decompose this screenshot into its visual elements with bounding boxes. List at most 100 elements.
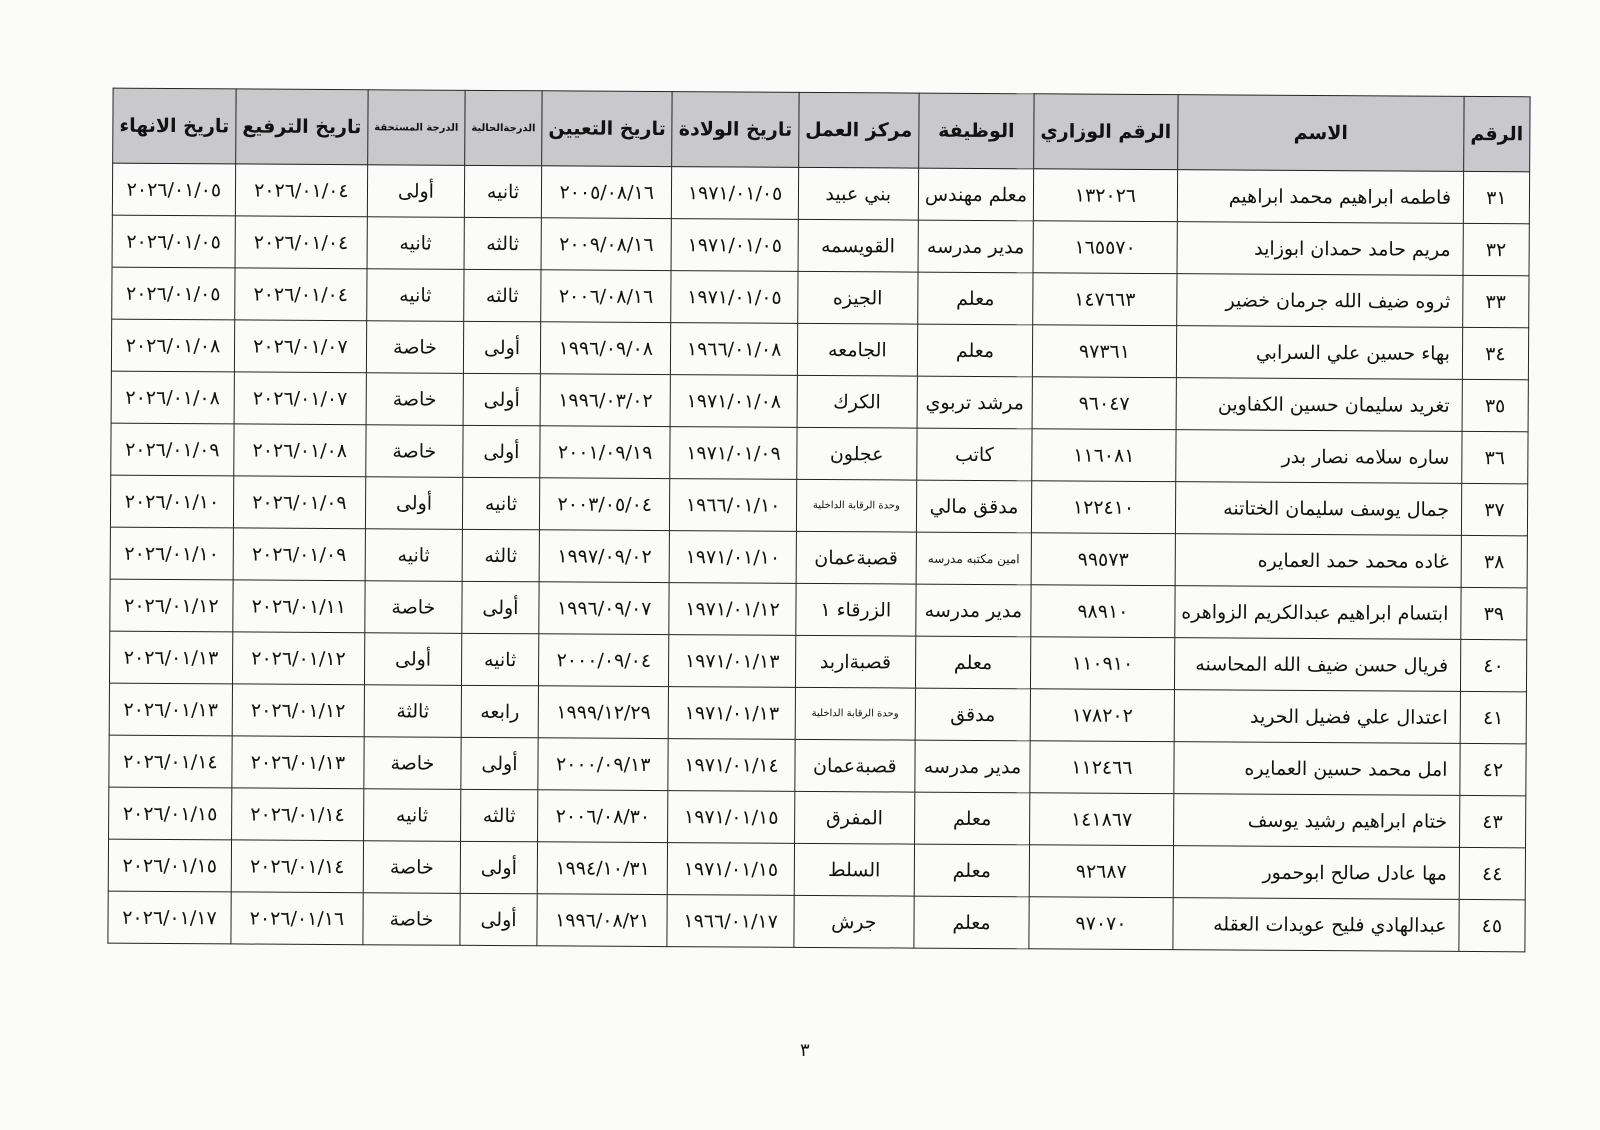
- table-cell: ٢٠٢٦/٠١/١٢: [232, 683, 365, 737]
- table-cell: ١١٠٩١٠: [1030, 636, 1175, 690]
- table-cell: خاصة: [363, 736, 462, 790]
- table-cell: خاصة: [362, 892, 461, 946]
- table-cell: ١٩٧١/٠١/٠٨: [670, 374, 798, 428]
- table-row: ٣٤ بهاء حسين علي السرابي ٩٧٣٦١ معلم الجامعه ١…: [111, 319, 1529, 380]
- table-cell: ١٩٦٦/٠١/٠٨: [670, 322, 798, 376]
- table-cell: ٢٠٢٦/٠١/٠٥: [112, 163, 236, 216]
- table-cell: ٢٠٢٦/٠١/٠٨: [111, 319, 235, 372]
- table-row: ٤١ اعتدال علي فضيل الحريد ١٧٨٢٠٢ مدقق وحدة ا…: [109, 683, 1527, 744]
- table-row: ٤٣ ختام ابراهيم رشيد يوسف ١٤١٨٦٧ معلم المفرق…: [108, 787, 1526, 848]
- column-header: تاريخ الترفيع: [235, 88, 369, 165]
- table-cell: ١٩٧١/٠١/١٠: [669, 530, 797, 584]
- table-cell: ١٩٧١/٠١/١٥: [667, 790, 795, 844]
- column-header: الرقم الوزاري: [1033, 93, 1178, 170]
- table-cell: مريم حامد حمدان ابوزايد: [1176, 221, 1464, 276]
- table-cell: معلم: [913, 896, 1030, 949]
- table-cell: ثالثه: [464, 217, 542, 270]
- table-cell: ٣١: [1463, 171, 1530, 224]
- table-cell: ثالثة: [364, 684, 462, 738]
- table-cell: قصبةاربد: [795, 635, 916, 689]
- table-cell: القويسمه: [797, 219, 919, 273]
- table-cell: ٢٠٢٦/٠١/١١: [232, 579, 366, 633]
- table-cell: ٢٠٢٦/٠١/١٢: [109, 579, 233, 632]
- table-cell: خاصة: [364, 580, 463, 634]
- table-cell: ٢٠٠٠/٠٩/١٣: [537, 737, 669, 791]
- table-cell: جرش: [793, 895, 915, 949]
- table-cell: ٢٠٢٦/٠١/٠٩: [110, 423, 234, 476]
- table-cell: ١٩٦٦/٠١/١٠: [669, 478, 797, 532]
- table-cell: ابتسام ابراهيم عبدالكريم الزواهره: [1174, 585, 1462, 640]
- table-cell: مدير مدرسه: [915, 584, 1032, 637]
- table-cell: ١١٢٤٦٦: [1029, 740, 1174, 794]
- table-cell: ١٩٧١/٠١/١٥: [667, 842, 795, 896]
- table-cell: ختام ابراهيم رشيد يوسف: [1173, 793, 1460, 848]
- table-cell: ٢٠٢٦/٠١/١٤: [108, 735, 233, 788]
- table-cell: أولى: [461, 581, 540, 634]
- table-cell: ثانيه: [365, 528, 463, 582]
- table-cell: ١١٦٠٨١: [1031, 428, 1176, 482]
- table-cell: اعتدال علي فضيل الحريد: [1173, 689, 1461, 744]
- table-cell: ١٩٧١/٠١/١٢: [669, 582, 796, 636]
- table-cell: ١٩٧١/٠١/٠٥: [671, 218, 799, 272]
- table-cell: ٢٠٢٦/٠١/٠٩: [233, 475, 366, 529]
- table-cell: ٢٠٢٦/٠١/١٣: [109, 683, 233, 736]
- table-cell: ٩٨٩١٠: [1030, 584, 1175, 638]
- table-cell: قصبةعمان: [794, 739, 916, 793]
- table-cell: ٢٠٢٦/٠١/١٦: [230, 891, 364, 945]
- table-cell: ثالثه: [460, 789, 538, 842]
- table-cell: الزرقاء ١: [795, 583, 917, 637]
- table-row: ٣١ فاطمه ابراهيم محمد ابراهيم ١٣٢٠٢٦ معلم م…: [112, 163, 1530, 224]
- table-cell: ١٩٩٦/٠٨/٢١: [536, 893, 668, 947]
- table-cell: ٢٠٢٦/٠١/١٣: [231, 735, 365, 789]
- table-cell: غاده محمد حمد العمايره: [1174, 533, 1462, 588]
- table-cell: أولى: [462, 425, 541, 478]
- table-cell: خاصة: [365, 372, 464, 426]
- table-cell: بهاء حسين علي السرابي: [1176, 325, 1463, 380]
- table-cell: ٣٨: [1461, 535, 1528, 588]
- table-cell: ٢٠٢٦/٠١/٠٨: [233, 423, 366, 477]
- table-cell: أولى: [364, 632, 462, 686]
- table-row: ٣٧ جمال يوسف سليمان الختاتنه ١٢٢٤١٠ مدقق ما…: [110, 475, 1528, 536]
- column-header: تاريخ الولادة: [672, 91, 799, 168]
- table-cell: بني عبيد: [798, 167, 919, 221]
- table-cell: ١٩٩٧/٠٩/٠٢: [539, 529, 670, 583]
- table-row: ٣٥ تغريد سليمان حسين الكفاوين ٩٦٠٤٧ مرشد تر…: [111, 371, 1529, 432]
- table-cell: أولى: [367, 164, 465, 218]
- table-cell: ٢٠٢٦/٠١/٠٧: [234, 319, 367, 373]
- table-cell: ثانيه: [363, 788, 461, 842]
- table-cell: قصبةعمان: [795, 531, 917, 585]
- table-cell: ٢٠٢٦/٠١/١٥: [108, 839, 232, 892]
- table-cell: ساره سلامه نصار بدر: [1175, 429, 1463, 484]
- table-cell: ٢٠٢٦/٠١/١٤: [231, 839, 364, 893]
- table-cell: ٢٠٢٦/٠١/٠٩: [232, 527, 366, 581]
- table-cell: معلم: [914, 792, 1030, 845]
- table-cell: ٩٢٦٨٧: [1029, 844, 1174, 898]
- page-number: ٣: [800, 1040, 810, 1061]
- table-cell: ثانيه: [462, 477, 540, 530]
- table-cell: الكرك: [796, 375, 918, 429]
- table-cell: ١٩٩٩/١٢/٢٩: [538, 685, 669, 739]
- table-cell: أولى: [365, 476, 463, 530]
- table-cell: مرشد تربوي: [916, 376, 1033, 429]
- data-table: الرقم الاسم الرقم الوزاري الوظيفة مركز العمل…: [107, 88, 1530, 953]
- table-cell: أولى: [459, 893, 538, 946]
- table-cell: ٢٠٠٥/٠٨/١٦: [541, 165, 673, 219]
- table-cell: معلم: [915, 636, 1031, 689]
- table-cell: ٤٢: [1459, 743, 1526, 796]
- table-cell: جمال يوسف سليمان الختاتنه: [1175, 481, 1462, 536]
- table-cell: ١٩٧١/٠١/٠٥: [671, 166, 799, 220]
- table-cell: ثالثه: [463, 269, 542, 322]
- table-cell: ١٦٥٥٧٠: [1033, 220, 1178, 274]
- table-cell: ٣٦: [1461, 431, 1528, 484]
- table-cell: ٢٠٢٦/٠١/١٣: [109, 631, 233, 684]
- table-row: ٣٣ ثروه ضيف الله جرمان خضير ١٤٧٦٦٣ معلم الجي…: [111, 267, 1529, 328]
- table-row: ٤٢ امل محمد حسين العمايره ١١٢٤٦٦ مدير مدرسه…: [108, 735, 1526, 796]
- column-header: تاريخ الانهاء: [112, 88, 236, 164]
- table-cell: ٢٠٢٦/٠١/٠٥: [112, 215, 236, 268]
- table-cell: مدقق: [915, 688, 1031, 741]
- column-header: الاسم: [1177, 94, 1465, 172]
- table-cell: ٢٠٢٦/٠١/٠٥: [111, 267, 235, 320]
- table-cell: عجلون: [796, 427, 917, 481]
- column-header: تاريخ التعيين: [541, 90, 673, 167]
